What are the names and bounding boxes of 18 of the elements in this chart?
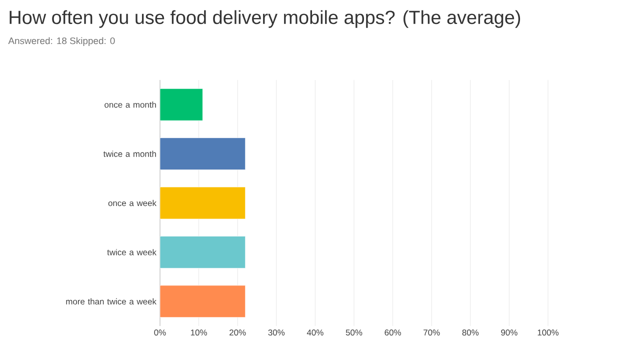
y-tick-label: twice a month — [103, 150, 156, 157]
y-tick-label: more than twice a week — [66, 298, 156, 305]
y-tick-label: twice a week — [107, 249, 156, 256]
x-tick-label: 70% — [424, 330, 440, 336]
x-tick-label: 90% — [501, 330, 518, 336]
chart-title: How often you use food delivery mobile apps? (The average) — [10, 10, 520, 28]
x-tick-label: 10% — [190, 330, 207, 336]
x-tick-label: 20% — [230, 330, 246, 336]
x-tick-label: 50% — [346, 330, 362, 336]
x-tick-label: 60% — [384, 330, 401, 336]
x-tick-label: 40% — [306, 330, 324, 336]
y-tick-label: once a week — [108, 200, 156, 206]
x-tick-label: 100% — [538, 330, 559, 336]
y-tick-label: once a month — [104, 101, 156, 108]
x-tick-label: 30% — [268, 330, 285, 336]
x-tick-label: 80% — [462, 330, 479, 336]
text: Answered: 18 Skipped: 0 — [8, 37, 115, 46]
x-tick-label: 0% — [154, 330, 166, 336]
